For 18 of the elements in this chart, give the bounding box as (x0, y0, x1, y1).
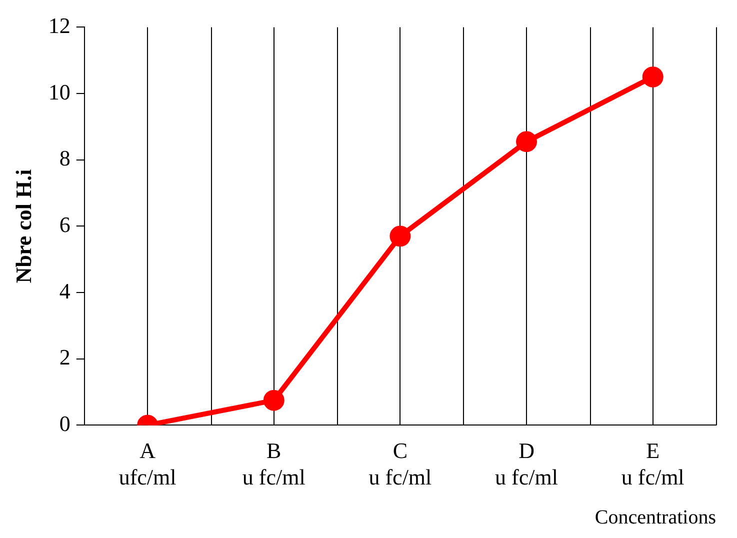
x-axis-title: Concentrations (594, 506, 716, 528)
x-tick-label: D u fc/ml (495, 438, 558, 490)
x-tick-label: A ufc/ml (118, 438, 176, 490)
y-tick-label: 12 (48, 12, 70, 38)
x-tick-label: B u fc/ml (242, 438, 306, 490)
y-axis-title: Nbre col H.i (10, 169, 36, 284)
point (263, 390, 284, 411)
x-tick-label: E u fc/ml (621, 438, 684, 490)
y-tick-label: 2 (59, 344, 70, 370)
y-tick-label: 6 (59, 212, 70, 237)
y-tick-label: 10 (48, 79, 70, 104)
point (642, 66, 664, 88)
y-tick-label: 8 (59, 146, 70, 171)
y-tick-label: 0 (59, 410, 70, 436)
point (516, 131, 538, 152)
x-tick-label: C u fc/ml (368, 438, 432, 490)
point (390, 226, 411, 247)
y-tick-label: 4 (59, 278, 70, 304)
